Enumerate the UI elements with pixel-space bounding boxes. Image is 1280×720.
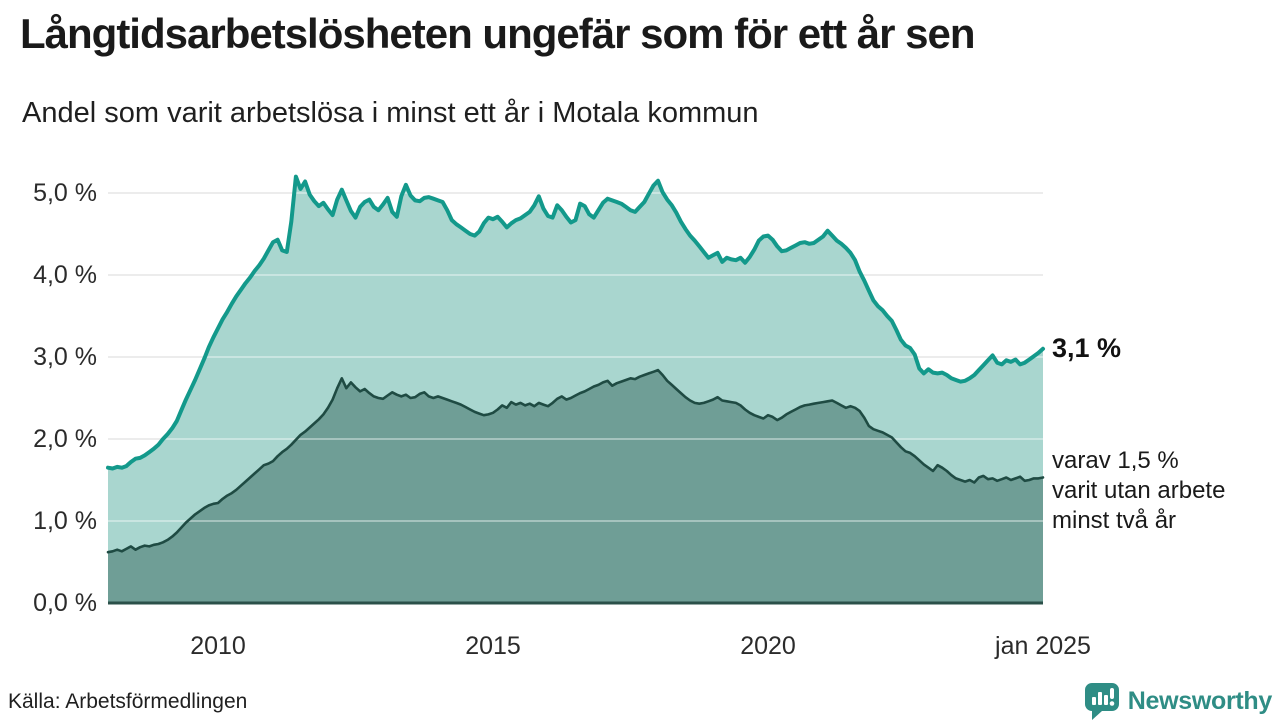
unemployment-area-chart bbox=[106, 174, 1045, 605]
y-axis-tick-label: 5,0 % bbox=[33, 179, 97, 207]
page-subtitle: Andel som varit arbetslösa i minst ett å… bbox=[22, 97, 759, 129]
x-axis-tick-label: 2010 bbox=[190, 632, 246, 660]
annotation-line: varit utan arbete bbox=[1052, 476, 1226, 504]
annotation-line: minst två år bbox=[1052, 506, 1177, 534]
x-axis-tick-label: 2020 bbox=[740, 632, 796, 660]
line-unemployed-one-year bbox=[106, 174, 1045, 471]
y-axis-tick-label: 4,0 % bbox=[33, 261, 97, 289]
line-unemployed-two-years bbox=[106, 368, 1045, 554]
y-axis-tick-label: 1,0 % bbox=[33, 507, 97, 535]
y-axis-tick-label: 2,0 % bbox=[33, 425, 97, 453]
annotation-line: varav 1,5 % bbox=[1052, 446, 1179, 474]
x-axis-tick-label: jan 2025 bbox=[995, 632, 1091, 660]
newsworthy-bubble-chart-icon bbox=[1084, 683, 1119, 720]
page-title: Långtidsarbetslösheten ungefär som för e… bbox=[20, 10, 976, 57]
newsworthy-brand: Newsworthy bbox=[1084, 682, 1272, 720]
source-caption: Källa: Arbetsförmedlingen bbox=[8, 690, 248, 713]
x-axis-tick-label: 2015 bbox=[465, 632, 521, 660]
y-axis-tick-label: 0,0 % bbox=[33, 589, 97, 617]
y-axis-tick-label: 3,0 % bbox=[33, 343, 97, 371]
newsworthy-wordmark: Newsworthy bbox=[1127, 686, 1273, 715]
secondary-series-annotation: varav 1,5 % varit utan arbete minst två år bbox=[1052, 446, 1225, 536]
latest-value-label: 3,1 % bbox=[1052, 332, 1122, 363]
area-unemployed-two-years bbox=[108, 370, 1043, 603]
